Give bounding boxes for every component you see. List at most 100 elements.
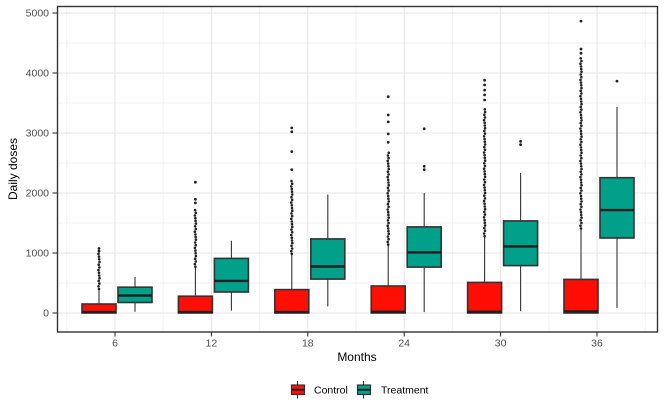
outlier-dot (483, 178, 486, 181)
outlier-dot (386, 178, 390, 182)
outlier-dot (483, 129, 486, 133)
outlier-dot (483, 137, 486, 141)
outlier-dot (387, 221, 390, 225)
y-tick-label: 4000 (26, 68, 50, 80)
boxplot-control-30 (466, 78, 503, 314)
outlier-dot (580, 92, 583, 95)
outlier-dot (290, 130, 294, 134)
outlier-dot (579, 197, 583, 200)
outlier-dot (579, 208, 582, 211)
outlier-dot (519, 143, 522, 147)
box (370, 285, 407, 314)
boxplot-treatment-18 (309, 194, 346, 307)
outlier-dot (483, 180, 487, 184)
outlier-dot (580, 140, 583, 144)
y-tick-label: 5000 (26, 8, 50, 20)
outlier-dot (483, 175, 487, 179)
outlier-dot (290, 236, 294, 239)
y-tick-label: 3000 (26, 128, 50, 140)
outlier-dot (98, 276, 101, 280)
outlier-dot (579, 127, 582, 130)
outlier-dot (580, 173, 583, 176)
outlier-dot (579, 143, 582, 146)
outlier-dot (483, 156, 487, 160)
outlier-dot (387, 167, 391, 171)
outlier-dot (387, 151, 391, 155)
outlier-dot (290, 187, 294, 191)
boxplot-control-24 (370, 95, 407, 314)
outlier-dot (580, 205, 583, 209)
outlier-dot (290, 252, 294, 256)
outlier-dot (482, 232, 486, 235)
outlier-dot (579, 47, 583, 51)
outlier-dot (386, 113, 390, 117)
outlier-dot (579, 202, 582, 206)
outlier-dot (387, 189, 390, 192)
outlier-dot (291, 241, 294, 245)
outlier-dot (387, 173, 390, 176)
outlier-dot (579, 178, 583, 182)
outlier-dot (290, 185, 293, 188)
outlier-dot (579, 78, 582, 82)
outlier-dot (580, 75, 583, 79)
outlier-dot (579, 227, 583, 230)
outlier-dot (194, 235, 197, 239)
outlier-dot (194, 252, 197, 255)
outlier-dot (579, 73, 582, 76)
outlier-dot (579, 111, 582, 114)
outlier-dot (579, 170, 582, 173)
outlier-dot (483, 224, 487, 227)
outlier-dot (97, 285, 100, 288)
outlier-dot (387, 181, 390, 184)
x-axis: 6 12 18 24 30 36 (112, 332, 603, 350)
outlier-dot (579, 210, 583, 214)
boxplot-layer (81, 19, 635, 314)
outlier-dot (387, 200, 391, 203)
outlier-dot (483, 124, 487, 127)
outlier-dot (290, 217, 293, 221)
outlier-dot (579, 129, 583, 133)
boxplot-treatment-12 (213, 240, 250, 311)
outlier-dot (580, 70, 583, 74)
outlier-dot (483, 83, 486, 87)
legend-label-treatment: Treatment (381, 385, 429, 397)
outlier-dot (386, 208, 390, 211)
outlier-dot (580, 156, 583, 160)
outlier-dot (290, 190, 294, 194)
outlier-dot (194, 254, 198, 258)
outlier-dot (193, 241, 197, 244)
outlier-dot (387, 213, 390, 217)
box (406, 226, 443, 268)
outlier-dot (579, 65, 583, 68)
outlier-dot (482, 167, 486, 170)
outlier-dot (579, 148, 583, 152)
outlier-dot (483, 78, 486, 82)
x-tick-label: 12 (206, 338, 218, 350)
outlier-dot (290, 150, 294, 154)
boxplot-treatment-36 (599, 79, 635, 308)
outlier-dot (290, 168, 294, 172)
outlier-dot (386, 192, 390, 195)
outlier-dot (194, 211, 198, 215)
outlier-dot (290, 239, 294, 242)
outlier-dot (387, 197, 390, 200)
outlier-dot (579, 62, 582, 65)
outlier-dot (97, 249, 101, 253)
outlier-dot (483, 229, 487, 233)
outlier-dot (194, 216, 197, 220)
box (177, 295, 214, 314)
outlier-dot (97, 287, 101, 291)
outlier-dot (422, 168, 426, 172)
outlier-dot (97, 268, 100, 272)
y-axis-title: Daily doses (6, 138, 20, 200)
outlier-dot (387, 205, 390, 209)
outlier-dot (483, 110, 487, 114)
outlier-dot (291, 225, 294, 229)
boxplot-treatment-6 (117, 277, 153, 312)
boxplot-control-36 (563, 19, 599, 314)
outlier-dot (483, 207, 487, 211)
outlier-dot (387, 156, 390, 160)
outlier-dot (386, 159, 390, 163)
outlier-dot (290, 228, 293, 231)
outlier-dot (579, 186, 582, 190)
